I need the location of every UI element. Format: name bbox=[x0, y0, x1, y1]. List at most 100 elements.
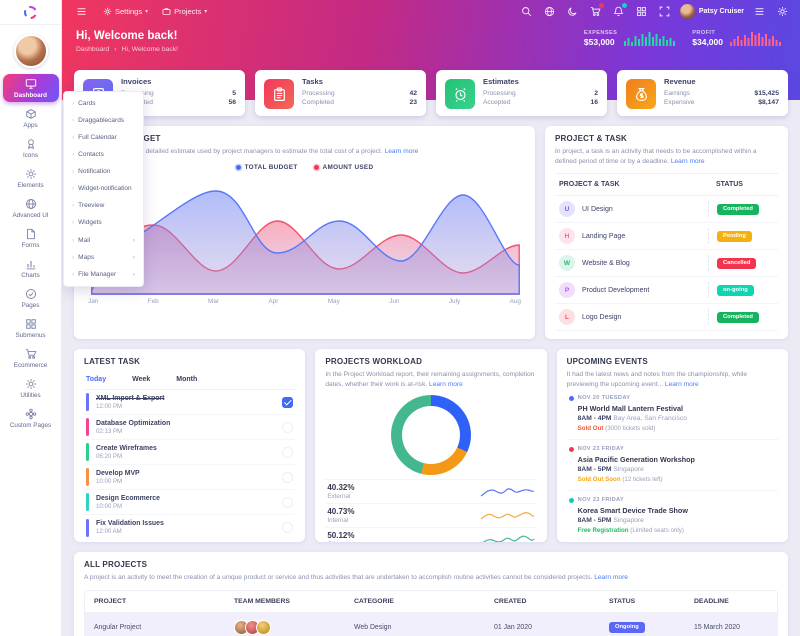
menu-item-draggablecards[interactable]: Draggablecards bbox=[64, 112, 143, 129]
event-item[interactable]: NOV 23 FRIDAY Korea Smart Device Trade S… bbox=[567, 491, 778, 541]
event-dot bbox=[568, 446, 574, 452]
avatar: U bbox=[559, 201, 575, 218]
checkbox-checked[interactable] bbox=[282, 396, 294, 408]
moon-icon[interactable] bbox=[565, 4, 580, 19]
tab-week[interactable]: Week bbox=[132, 376, 151, 384]
learn-more-link[interactable]: Learn more bbox=[429, 380, 463, 388]
month-tick: Feb bbox=[147, 297, 159, 305]
chevron-right-icon bbox=[72, 237, 74, 245]
month-tick: Mar bbox=[208, 297, 220, 305]
upcoming-events-title: UPCOMING EVENTS bbox=[566, 357, 648, 367]
event-status: Free Registration bbox=[577, 527, 629, 535]
sidebar-item-pages[interactable]: Pages bbox=[3, 284, 59, 312]
sidebar-item-charts[interactable]: Charts bbox=[3, 254, 59, 282]
tab-month[interactable]: Month bbox=[176, 376, 198, 384]
event-item[interactable]: NOV 23 FRIDAY Asia Pacific Generation Wo… bbox=[566, 440, 778, 492]
table-row[interactable]: Angular Project Web Design 01 Jan 2020 O… bbox=[85, 612, 777, 636]
avatar: H bbox=[559, 228, 575, 245]
sidebar-item-dashboard[interactable]: Dashboard bbox=[2, 74, 59, 102]
table-row[interactable]: W Website & Blog Cancelled bbox=[555, 250, 778, 278]
globe-icon bbox=[3, 198, 59, 210]
table-row[interactable]: U UI Design Completed bbox=[555, 196, 778, 224]
menu-item-notification[interactable]: Notification bbox=[64, 164, 143, 181]
status-badge: Cancelled bbox=[717, 257, 757, 269]
sidebar-item-label: Ecommerce bbox=[13, 362, 48, 369]
menu-item-mail[interactable]: Mail bbox=[64, 232, 143, 249]
sidebar-item-forms[interactable]: Forms bbox=[3, 224, 59, 252]
menu-item-treeview[interactable]: Treeview bbox=[64, 198, 143, 215]
project-deadline: 15 March 2020 bbox=[694, 623, 740, 631]
project-task-description: In project, a task is an activity that n… bbox=[555, 148, 757, 165]
learn-more-link[interactable]: Learn more bbox=[384, 148, 419, 155]
globe-icon[interactable] bbox=[542, 4, 557, 19]
projects-label: Projects bbox=[174, 6, 202, 16]
sidebar-item-label: Apps bbox=[23, 122, 38, 129]
fullscreen-icon[interactable] bbox=[657, 4, 672, 19]
avatar bbox=[679, 3, 695, 19]
column-header: STATUS bbox=[609, 597, 636, 605]
task-time: 12:00 AM bbox=[96, 528, 122, 536]
checkbox-unchecked[interactable] bbox=[282, 496, 294, 508]
card-title: Revenue bbox=[664, 77, 696, 86]
sidebar-item-ecommerce[interactable]: Ecommerce bbox=[3, 344, 59, 372]
user-menu[interactable]: Patsy Cruiser bbox=[679, 3, 744, 19]
user-avatar[interactable] bbox=[13, 34, 48, 68]
right-sidebar-toggle-icon[interactable] bbox=[752, 4, 767, 19]
stat-label: Processing bbox=[483, 90, 516, 97]
sidebar-item-custom-pages[interactable]: Custom Pages bbox=[3, 404, 59, 432]
flower-icon bbox=[3, 408, 59, 420]
settings-gear-icon[interactable] bbox=[775, 4, 790, 19]
checkbox-unchecked[interactable] bbox=[282, 446, 294, 458]
sidebar-item-advanced-ui[interactable]: Advanced UI bbox=[3, 194, 59, 222]
submenu-arrow-icon bbox=[133, 271, 135, 278]
menu-item-full-calendar[interactable]: Full Calendar bbox=[64, 129, 143, 146]
apps-grid-icon[interactable] bbox=[634, 4, 649, 19]
menu-item-contacts[interactable]: Contacts bbox=[64, 146, 143, 163]
avatar: W bbox=[559, 255, 575, 272]
sidebar-item-submenus[interactable]: Submenus bbox=[3, 314, 59, 342]
task-time: 06:20 PM bbox=[96, 452, 123, 460]
sidebar-item-elements[interactable]: Elements bbox=[3, 164, 59, 192]
menu-item-widget-notification[interactable]: Widget-notification bbox=[64, 181, 143, 198]
card-title: Estimates bbox=[483, 77, 519, 86]
sidebar-item-label: Advanced UI bbox=[12, 212, 49, 219]
money-bag-icon bbox=[626, 79, 656, 109]
checkbox-unchecked[interactable] bbox=[282, 522, 294, 534]
sidebar-item-icons[interactable]: Icons bbox=[3, 134, 59, 162]
stat-value: 16 bbox=[590, 99, 598, 106]
tab-today[interactable]: Today bbox=[86, 376, 107, 384]
settings-menu[interactable]: Settings ▾ bbox=[103, 7, 148, 16]
month-tick: Apr bbox=[268, 297, 279, 305]
search-icon[interactable] bbox=[519, 4, 534, 19]
project-budget-card: PROJECT BUDGET A project budget is a det… bbox=[74, 126, 535, 340]
learn-more-link[interactable]: Learn more bbox=[594, 574, 628, 582]
projects-menu[interactable]: Projects ▾ bbox=[162, 7, 207, 16]
legend-label: AMOUNT USED bbox=[322, 163, 374, 171]
event-item[interactable]: NOV 20 TUESDAY PH World Mall Lantern Fes… bbox=[566, 389, 778, 441]
event-note: (3000 tickets sold) bbox=[605, 425, 656, 433]
bell-icon[interactable] bbox=[611, 2, 627, 19]
sidebar-item-label: Dashboard bbox=[14, 92, 47, 99]
table-row[interactable]: H Landing Page Pending bbox=[555, 223, 778, 251]
gear-icon bbox=[3, 378, 59, 390]
cart-icon[interactable] bbox=[588, 2, 604, 19]
event-time: 8AM - 5PM bbox=[577, 517, 612, 525]
menu-item-maps[interactable]: Maps bbox=[64, 249, 143, 266]
hamburger-menu-icon[interactable] bbox=[74, 4, 89, 19]
event-dot bbox=[568, 497, 574, 503]
table-row[interactable]: L Logo Design Completed bbox=[555, 304, 778, 332]
learn-more-link[interactable]: Learn more bbox=[664, 380, 699, 388]
menu-item-widgets[interactable]: Widgets bbox=[64, 215, 143, 232]
logo-icon bbox=[24, 5, 37, 19]
learn-more-link[interactable]: Learn more bbox=[670, 157, 705, 165]
menu-item-cards[interactable]: Cards bbox=[64, 95, 143, 112]
table-row[interactable]: P Product Development on-going bbox=[555, 277, 778, 305]
sidebar-item-utilities[interactable]: Utilities bbox=[3, 374, 59, 402]
menu-item-file-manager[interactable]: File Manager bbox=[64, 266, 143, 283]
notification-badge bbox=[621, 2, 627, 8]
app-logo[interactable] bbox=[0, 0, 61, 25]
sidebar-item-apps[interactable]: Apps bbox=[3, 104, 59, 132]
checkbox-unchecked[interactable] bbox=[282, 471, 294, 483]
breadcrumb-home[interactable]: Dashboard bbox=[76, 46, 110, 53]
checkbox-unchecked[interactable] bbox=[282, 421, 294, 433]
